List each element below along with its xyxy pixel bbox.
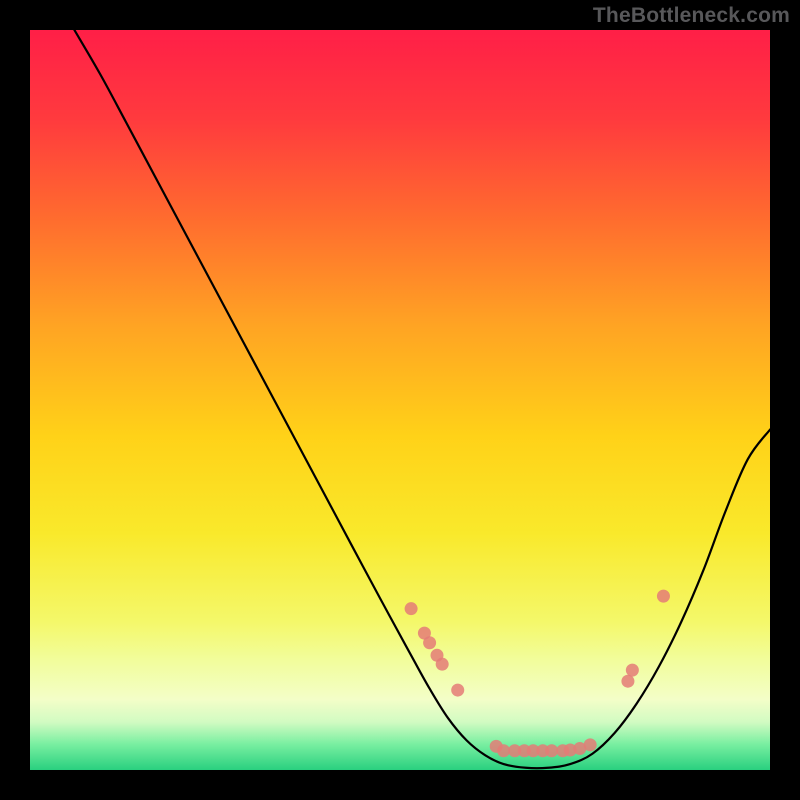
data-point-marker — [436, 658, 449, 671]
data-point-marker — [451, 684, 464, 697]
data-point-marker — [405, 602, 418, 615]
data-point-marker — [497, 744, 510, 757]
chart-background — [30, 30, 770, 770]
data-point-marker — [545, 744, 558, 757]
data-point-marker — [621, 675, 634, 688]
data-point-marker — [657, 590, 670, 603]
data-point-marker — [626, 664, 639, 677]
data-point-marker — [584, 738, 597, 751]
chart-container — [30, 30, 770, 770]
bottleneck-curve-chart — [30, 30, 770, 770]
data-point-marker — [423, 636, 436, 649]
watermark-text: TheBottleneck.com — [593, 4, 790, 28]
